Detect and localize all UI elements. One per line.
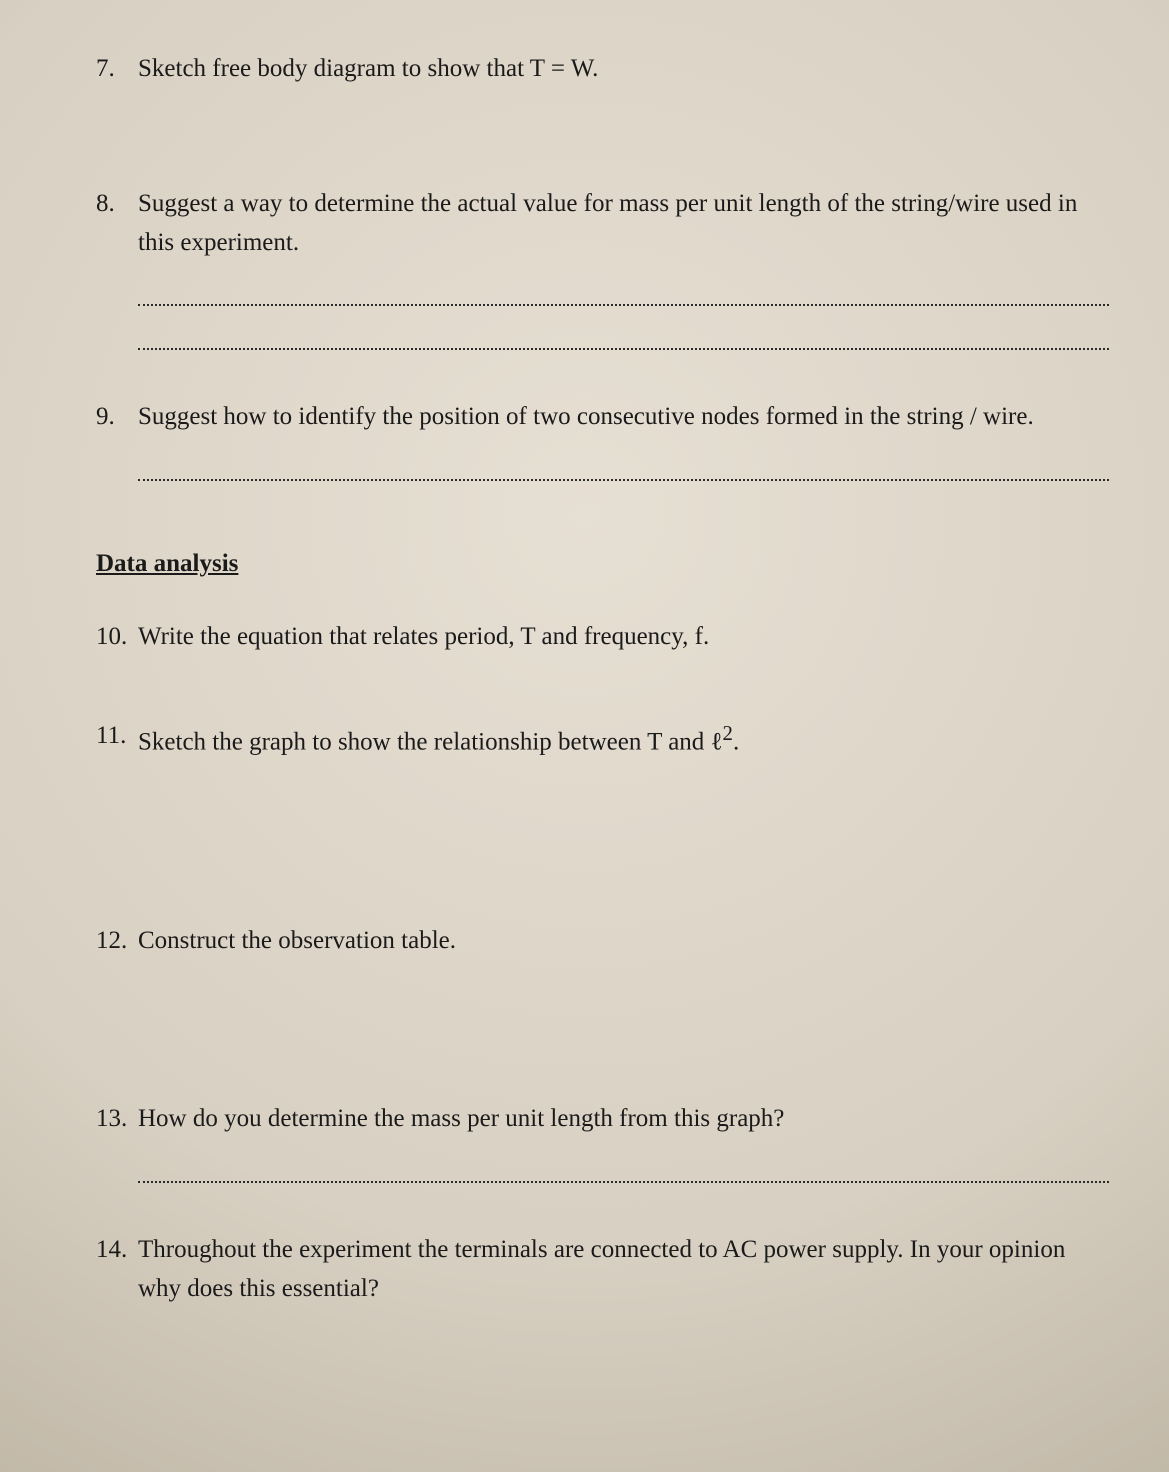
question-number: 13. <box>96 1100 138 1139</box>
question-13: 13. How do you determine the mass per un… <box>96 1100 1109 1189</box>
question-number: 12. <box>96 922 138 961</box>
question-10: 10. Write the equation that relates peri… <box>96 618 1109 657</box>
answer-line <box>138 320 1109 350</box>
question-number: 14. <box>96 1231 138 1270</box>
question-text: Throughout the experiment the terminals … <box>138 1231 1109 1309</box>
question-number: 10. <box>96 618 138 657</box>
worksheet-page: 7. Sketch free body diagram to show that… <box>96 50 1109 1309</box>
question-14: 14. Throughout the experiment the termin… <box>96 1231 1109 1309</box>
question-text: Suggest how to identify the position of … <box>138 403 1034 430</box>
question-body: Suggest a way to determine the actual va… <box>138 185 1109 357</box>
question-text: Suggest a way to determine the actual va… <box>138 190 1077 256</box>
question-number: 7. <box>96 50 138 89</box>
answer-space <box>96 960 1109 1100</box>
spacer <box>96 356 1109 398</box>
question-text: Sketch the graph to show the relationshi… <box>138 717 1109 762</box>
question-body: Suggest how to identify the position of … <box>138 398 1109 487</box>
answer-space <box>96 657 1109 717</box>
section-heading-data-analysis: Data analysis <box>96 545 1109 584</box>
answer-space <box>96 762 1109 922</box>
question-number: 11. <box>96 717 138 756</box>
answer-line <box>138 451 1109 481</box>
answer-line <box>138 1153 1109 1183</box>
answer-line <box>138 276 1109 306</box>
question-number: 8. <box>96 185 138 224</box>
question-text: Construct the observation table. <box>138 922 1109 961</box>
question-text: How do you determine the mass per unit l… <box>138 1105 784 1132</box>
question-text: Sketch free body diagram to show that T … <box>138 50 1109 89</box>
question-7: 7. Sketch free body diagram to show that… <box>96 50 1109 89</box>
question-8: 8. Suggest a way to determine the actual… <box>96 185 1109 357</box>
question-9: 9. Suggest how to identify the position … <box>96 398 1109 487</box>
question-body: How do you determine the mass per unit l… <box>138 1100 1109 1189</box>
question-text: Write the equation that relates period, … <box>138 618 1109 657</box>
question-11: 11. Sketch the graph to show the relatio… <box>96 717 1109 762</box>
answer-space <box>96 89 1109 185</box>
question-12: 12. Construct the observation table. <box>96 922 1109 961</box>
spacer <box>96 1189 1109 1231</box>
question-number: 9. <box>96 398 138 437</box>
